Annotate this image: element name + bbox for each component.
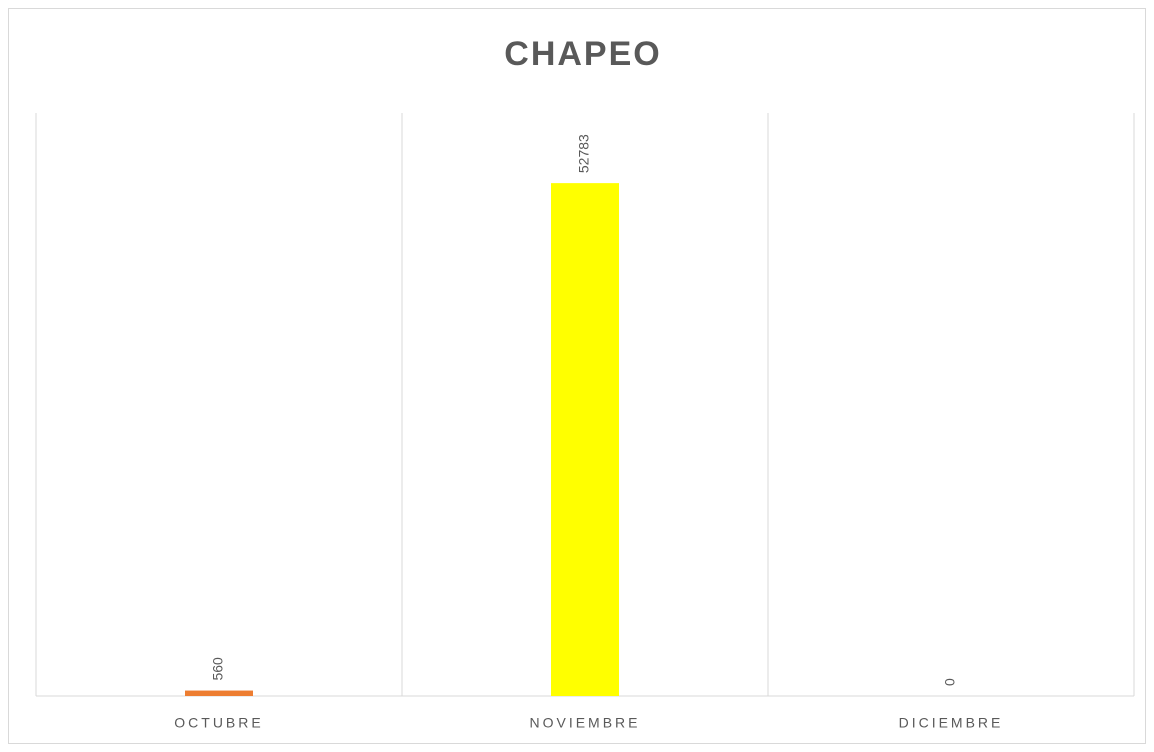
data-label: 0 [942, 678, 958, 686]
x-tick-label: OCTUBRE [174, 715, 263, 731]
data-label: 560 [210, 657, 226, 681]
data-label: 52783 [576, 134, 592, 173]
chart-title: CHAPEO [504, 35, 661, 73]
x-tick-label: DICIEMBRE [899, 715, 1004, 731]
x-tick-label: NOVIEMBRE [529, 715, 640, 731]
bar [551, 183, 619, 696]
bar [185, 690, 253, 696]
